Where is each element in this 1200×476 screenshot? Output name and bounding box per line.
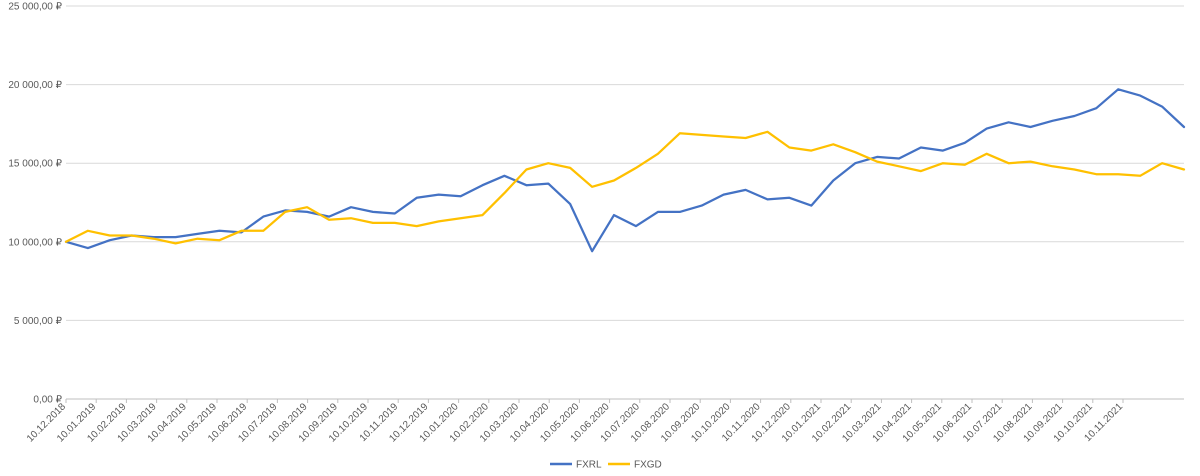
series-line-fxgd [64,130,1186,245]
y-tick-label: 15 000,00 ₽ [8,159,62,170]
y-tick-label: 5 000,00 ₽ [14,316,63,327]
y-tick-label: 0,00 ₽ [33,395,62,406]
y-axis-ticks: 0,00 ₽ 5 000,00 ₽ 10 000,00 ₽ 15 000,00 ₽ 20… [8,2,62,406]
legend-label-fxgd: FXGD [634,460,662,471]
y-tick-label: 25 000,00 ₽ [8,2,62,13]
x-axis [65,398,1184,403]
x-axis-ticks: 10.12.201810.01.201910.02.201910.03.2019… [25,401,1125,444]
y-tick-label: 20 000,00 ₽ [8,80,62,91]
series-lines [64,88,1186,253]
gridlines [66,5,1184,400]
legend-label-fxrl: FXRL [576,460,602,471]
legend: FXRL FXGD [550,460,662,471]
series-line-fxrl [64,88,1186,253]
y-tick-label: 10 000,00 ₽ [8,237,62,248]
